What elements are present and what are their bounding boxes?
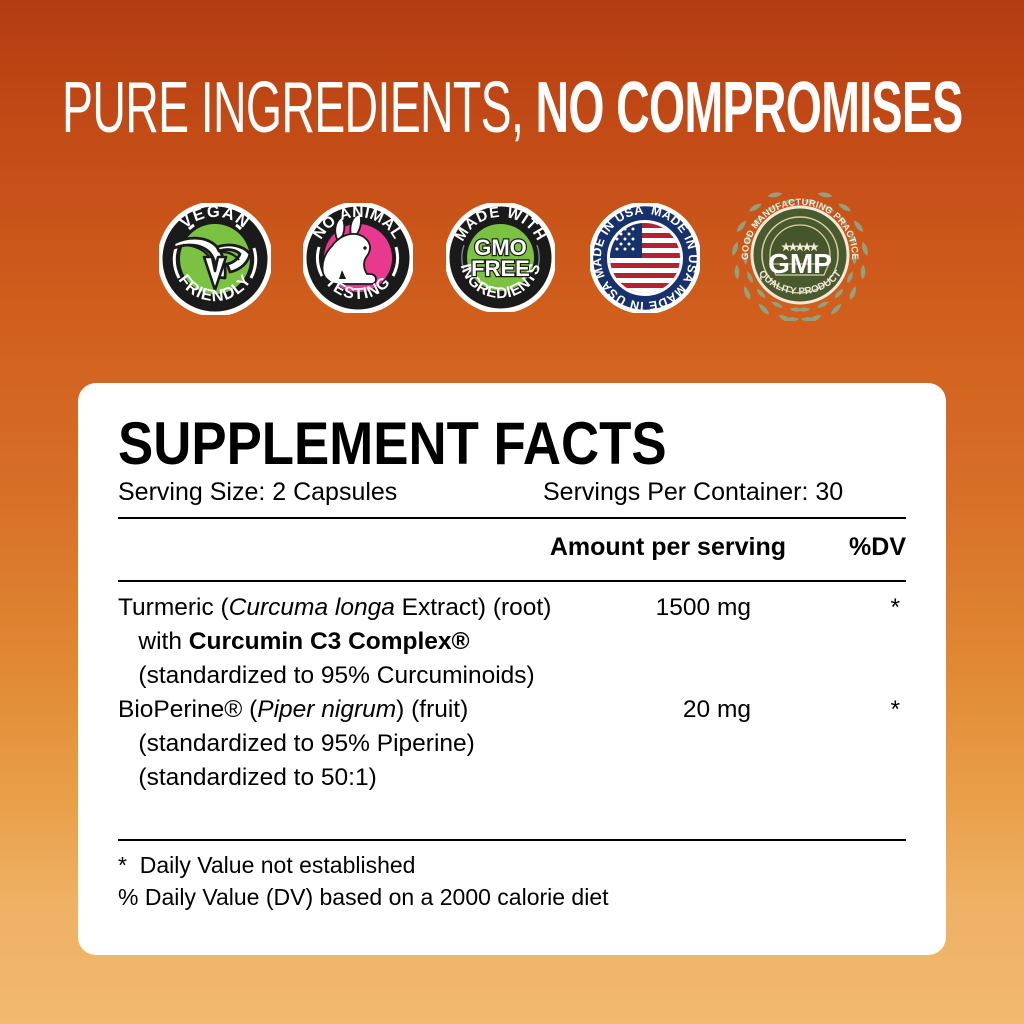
svg-text:FREE: FREE bbox=[471, 256, 530, 281]
svg-text:GMP: GMP bbox=[768, 248, 832, 279]
